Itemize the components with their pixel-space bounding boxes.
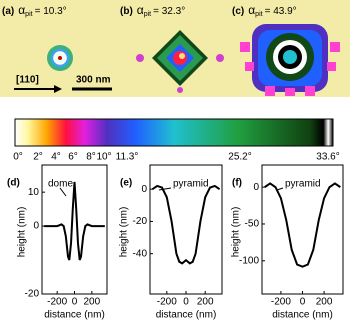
colorbar-label: 4°	[51, 152, 61, 163]
annotation-leader	[158, 187, 172, 191]
y-tick-label: -20	[133, 216, 148, 227]
y-tick-label: -20	[25, 289, 40, 300]
colorbar-label: 10°	[96, 152, 111, 163]
panel-label: (a)	[2, 6, 14, 17]
x-tick-label: 0	[183, 297, 189, 308]
x-tick-label: 0	[72, 297, 78, 308]
alpha-sub: pit	[25, 11, 32, 18]
y-tick-label: 0	[141, 184, 147, 195]
y-axis-label: height (nm)	[119, 207, 130, 258]
colorbar	[14, 118, 334, 147]
panel-header: (c) αpit = 43.9°	[232, 3, 297, 18]
x-axis-label: distance (nm)	[156, 310, 217, 321]
panel-header: (b) αpit = 32.3°	[120, 3, 185, 18]
y-tick-label: -40	[133, 248, 148, 259]
panel-label: (f)	[232, 178, 242, 189]
y-axis-label: height (nm)	[17, 207, 28, 258]
colorbar-label: 25.2°	[228, 152, 251, 163]
panel-label: (d)	[7, 178, 20, 189]
line	[264, 182, 341, 268]
alpha-sub: pit	[144, 11, 151, 18]
alpha-sub: pit	[255, 11, 262, 18]
angle-value: = 43.9°	[265, 6, 297, 17]
y-tick-label: 0	[253, 182, 259, 193]
angle-value: = 32.3°	[153, 6, 185, 17]
x-tick-label: 200	[197, 297, 214, 308]
alpha-symbol: α	[248, 3, 255, 17]
annotation: pyramid	[285, 179, 321, 190]
colorbar-label: 6°	[68, 152, 78, 163]
panel-label: (c)	[232, 6, 244, 17]
x-tick-label: 200	[83, 297, 100, 308]
colorbar-label: 2°	[33, 152, 43, 163]
annotation: pyramid	[173, 179, 209, 190]
panel-label: (b)	[120, 6, 133, 17]
x-tick-label: -200	[47, 297, 67, 308]
annotation-leader	[59, 187, 67, 197]
x-axis-label: distance (nm)	[44, 310, 105, 321]
pit-c	[240, 24, 340, 96]
colorbar-label: 0°	[13, 152, 23, 163]
direction-label: [110]	[16, 75, 39, 86]
panel-header: (a) αpit = 10.3°	[2, 3, 67, 18]
line	[44, 181, 105, 261]
x-tick-label: -200	[157, 297, 177, 308]
alpha-symbol: α	[137, 3, 144, 17]
line	[151, 184, 221, 265]
x-tick-label: 0	[300, 297, 306, 308]
panel-label: (e)	[120, 178, 132, 189]
annotation-leader	[276, 187, 284, 191]
alpha-symbol: α	[18, 3, 25, 17]
scale-label: 300 nm	[76, 75, 111, 86]
x-axis-label: distance (nm)	[272, 310, 333, 321]
annotation: dome	[48, 179, 73, 190]
x-tick-label: 200	[316, 297, 333, 308]
scale-bar: [110] 300 nm	[14, 75, 112, 93]
colorbar-label: 33.6°	[316, 152, 339, 163]
angle-value: = 10.3°	[35, 6, 67, 17]
pit-a	[47, 45, 73, 71]
y-tick-label: 10	[28, 187, 40, 198]
y-tick-label: -100	[239, 255, 259, 266]
x-tick-label: -200	[271, 297, 291, 308]
y-axis-label: height (nm)	[231, 207, 242, 258]
pit-b	[136, 30, 224, 93]
colorbar-label: 11.3°	[116, 152, 139, 163]
colorbar-label: 8°	[86, 152, 96, 163]
y-tick-label: 0	[33, 221, 39, 232]
y-tick-label: -50	[245, 219, 260, 230]
